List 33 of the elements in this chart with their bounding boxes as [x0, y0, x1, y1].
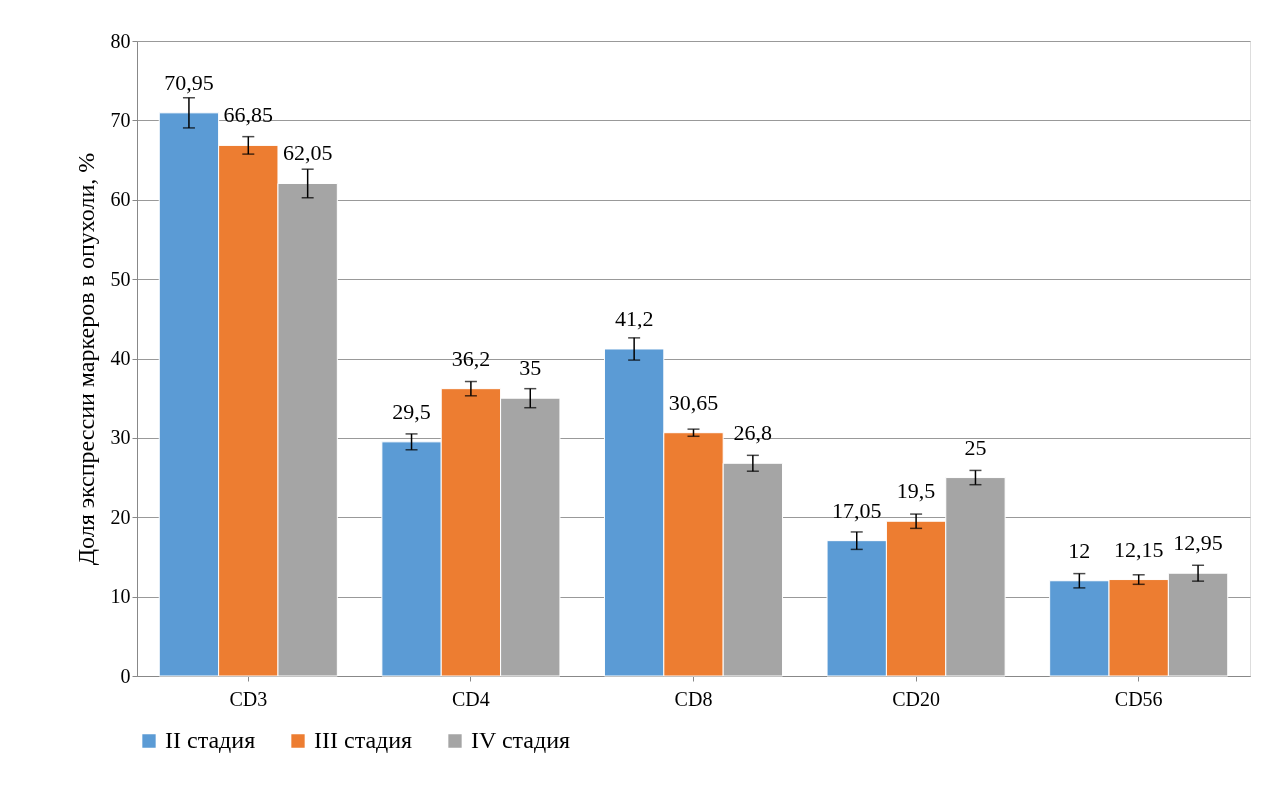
y-tick-label: 0 [120, 664, 131, 687]
y-tick-label: 70 [110, 108, 131, 131]
data-label: 70,95 [164, 69, 214, 95]
legend-label: III стадия [314, 727, 413, 753]
x-tick-label: CD8 [674, 687, 713, 710]
x-tick-label: CD4 [452, 687, 490, 710]
data-label: 62,05 [282, 140, 333, 166]
data-label: 19,5 [896, 478, 936, 504]
data-label: 12 [1068, 537, 1091, 563]
y-tick-label: 40 [110, 347, 131, 369]
data-label: 12,15 [1113, 536, 1164, 562]
data-label: 30,65 [668, 389, 719, 415]
data-label: 12,95 [1173, 530, 1223, 556]
y-tick-label: 20 [110, 505, 131, 528]
y-axis-title: Доля экспрессии маркеров в опухоли, % [72, 152, 99, 566]
data-label: 17,05 [831, 497, 882, 523]
data-label: 41,2 [614, 305, 654, 331]
x-tick-label: CD56 [1114, 687, 1163, 710]
data-label: 25 [964, 434, 987, 460]
data-label: 66,85 [223, 102, 274, 128]
y-tick-label: 10 [110, 585, 131, 608]
y-tick-label: 50 [110, 267, 131, 290]
data-label: 29,5 [392, 398, 431, 424]
y-tick-label: 60 [110, 188, 131, 211]
x-tick-label: CD20 [892, 687, 940, 710]
data-label: 35 [519, 355, 542, 381]
legend-label: II стадия [165, 727, 256, 753]
data-label: 36,2 [451, 345, 491, 371]
x-tick-label: CD3 [229, 687, 268, 710]
y-tick-label: 80 [110, 29, 131, 52]
data-label: 26,8 [733, 420, 773, 446]
legend-label: IV стадия [471, 727, 571, 753]
y-tick-label: 30 [110, 426, 131, 449]
